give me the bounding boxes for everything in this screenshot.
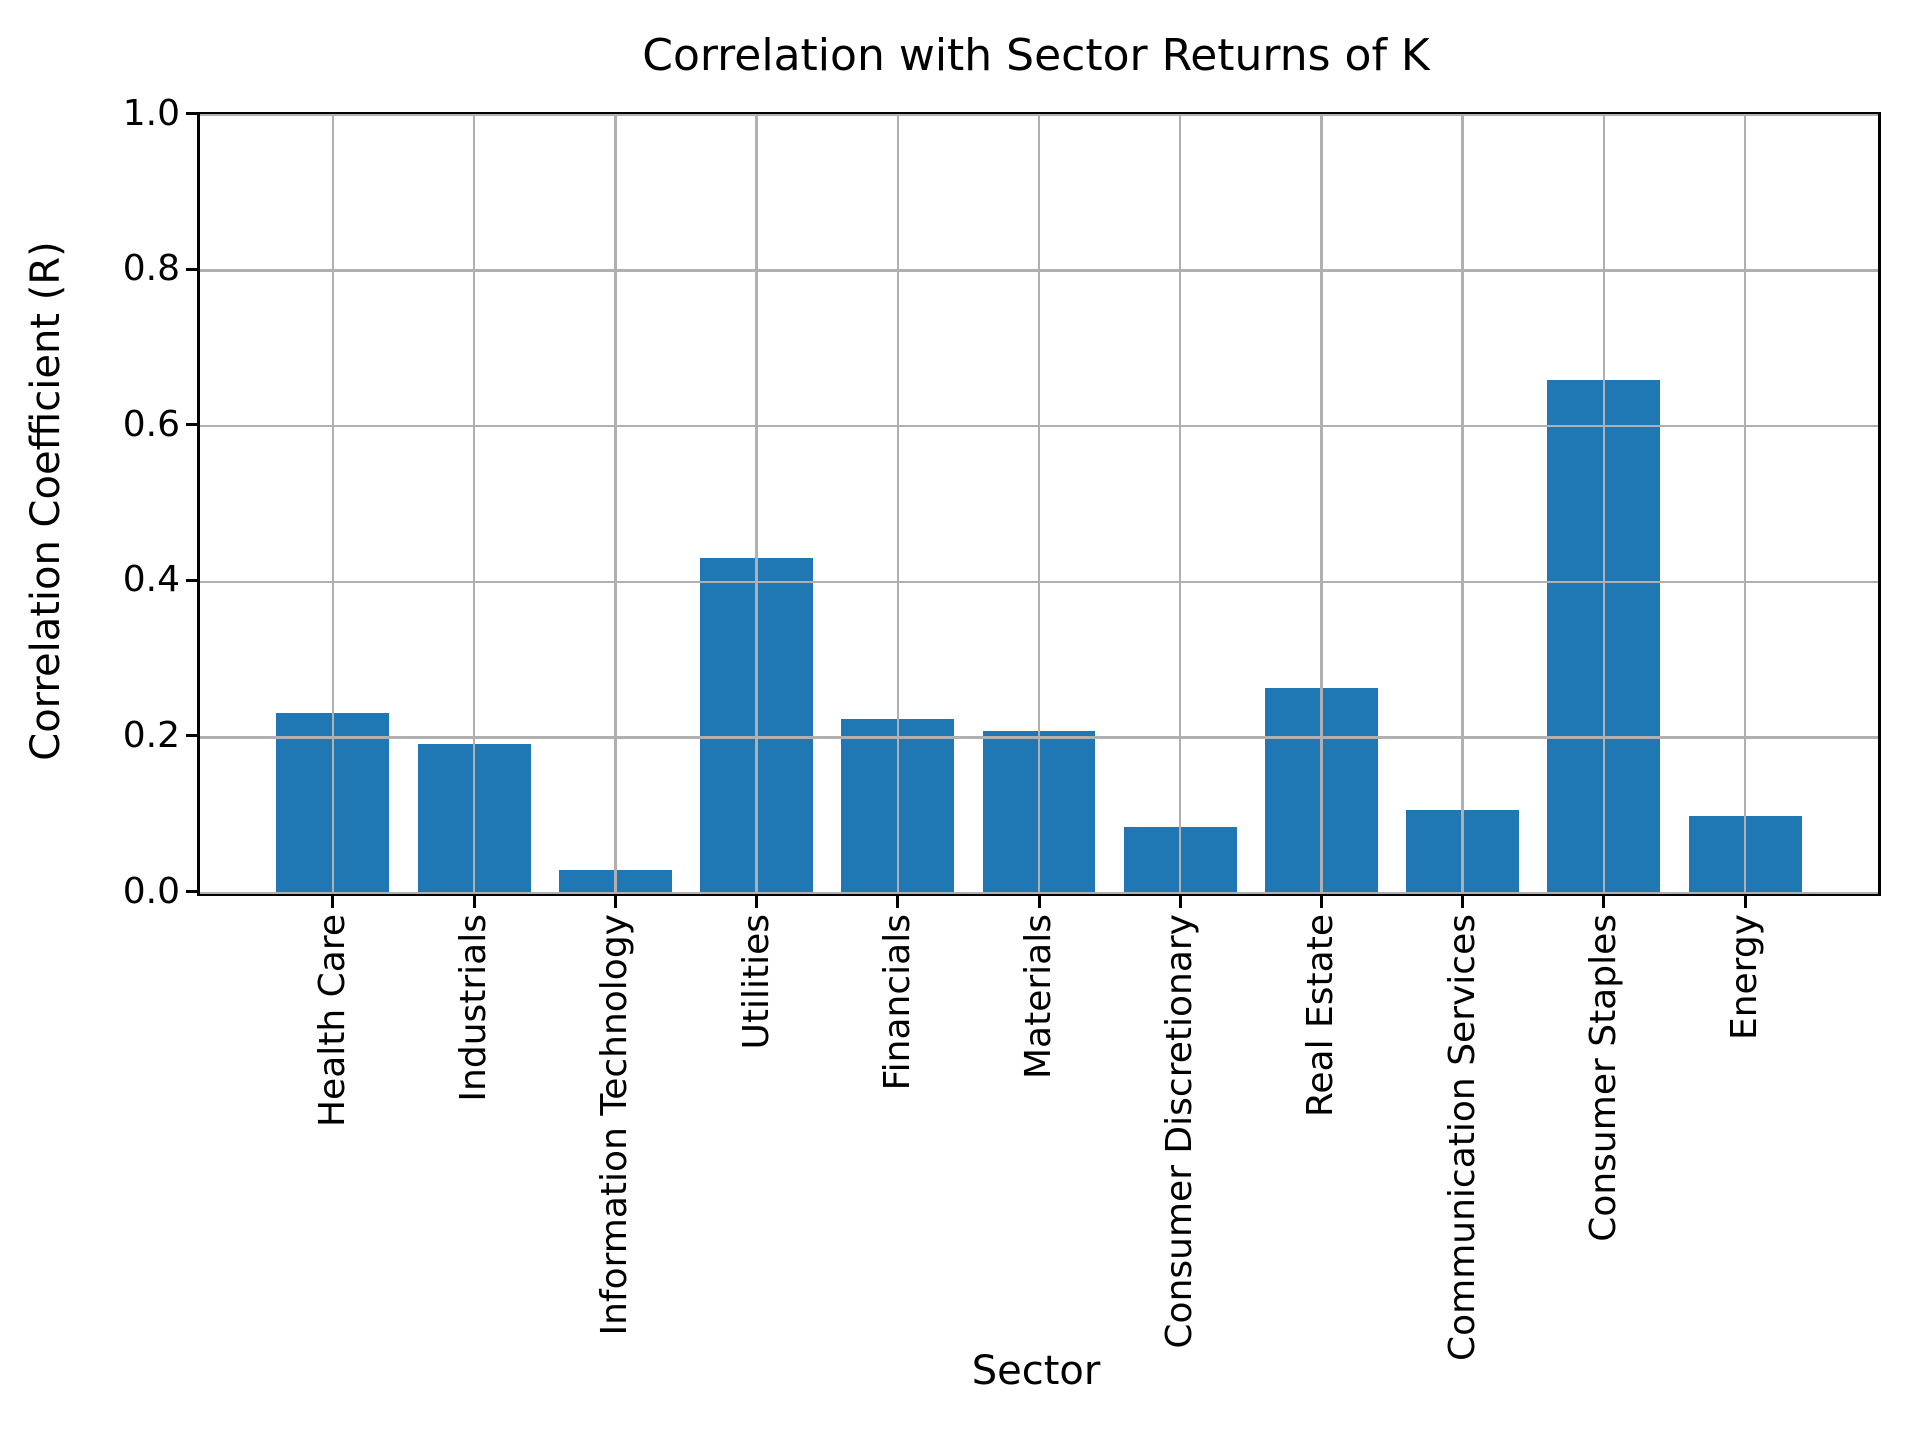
y-tick-mark: [186, 578, 197, 582]
x-tick-label: Consumer Discretionary: [1159, 914, 1201, 1349]
y-tick-mark: [186, 734, 197, 738]
y-axis-label: Correlation Coefficient (R): [23, 241, 69, 761]
y-tick-mark: [186, 112, 197, 115]
x-tick-mark: [1461, 896, 1465, 908]
gridline-horizontal: [200, 891, 1878, 895]
x-tick-mark: [1178, 896, 1182, 908]
y-tick-mark: [186, 267, 197, 271]
gridline-vertical: [1461, 115, 1464, 893]
x-tick-mark: [613, 896, 617, 908]
x-tick-label: Real Estate: [1300, 914, 1342, 1117]
chart-title: Correlation with Sector Returns of K: [642, 30, 1430, 81]
x-tick-label: Information Technology: [594, 914, 636, 1336]
y-tick-mark: [186, 423, 197, 427]
gridline-vertical: [1178, 115, 1182, 893]
x-tick-label: Consumer Staples: [1582, 914, 1624, 1242]
plot-area: [197, 112, 1881, 896]
gridline-vertical: [1037, 115, 1041, 893]
gridline-vertical: [1602, 115, 1606, 893]
x-tick-label: Energy: [1724, 914, 1766, 1041]
gridline-vertical: [896, 115, 899, 893]
x-tick-mark: [331, 896, 335, 908]
gridline-vertical: [614, 115, 617, 893]
x-tick-mark: [1602, 896, 1606, 908]
y-tick-label: 0.6: [122, 403, 180, 445]
y-tick-label: 0.2: [122, 714, 180, 756]
y-tick-mark: [186, 890, 197, 893]
x-tick-mark: [896, 896, 900, 908]
x-tick-label: Health Care: [311, 914, 353, 1128]
x-tick-label: Communication Services: [1441, 914, 1483, 1361]
y-tick-label: 0.4: [122, 559, 180, 601]
x-tick-label: Industrials: [453, 914, 495, 1102]
x-axis-label: Sector: [971, 1348, 1101, 1394]
x-tick-mark: [755, 896, 758, 908]
y-tick-label: 0.0: [122, 870, 180, 912]
x-tick-mark: [1319, 896, 1323, 908]
y-tick-label: 1.0: [122, 92, 180, 134]
gridline-vertical: [755, 115, 758, 893]
x-tick-label: Materials: [1018, 914, 1059, 1080]
x-tick-mark: [1037, 896, 1041, 908]
x-tick-mark: [1743, 896, 1747, 908]
gridline-vertical: [1320, 115, 1323, 893]
gridline-vertical: [331, 115, 335, 893]
gridline-vertical: [472, 115, 476, 893]
y-tick-label: 0.8: [122, 248, 180, 290]
x-tick-label: Financials: [876, 914, 918, 1091]
x-tick-label: Utilities: [735, 914, 777, 1050]
x-tick-mark: [472, 896, 476, 908]
gridline-vertical: [1743, 115, 1747, 893]
